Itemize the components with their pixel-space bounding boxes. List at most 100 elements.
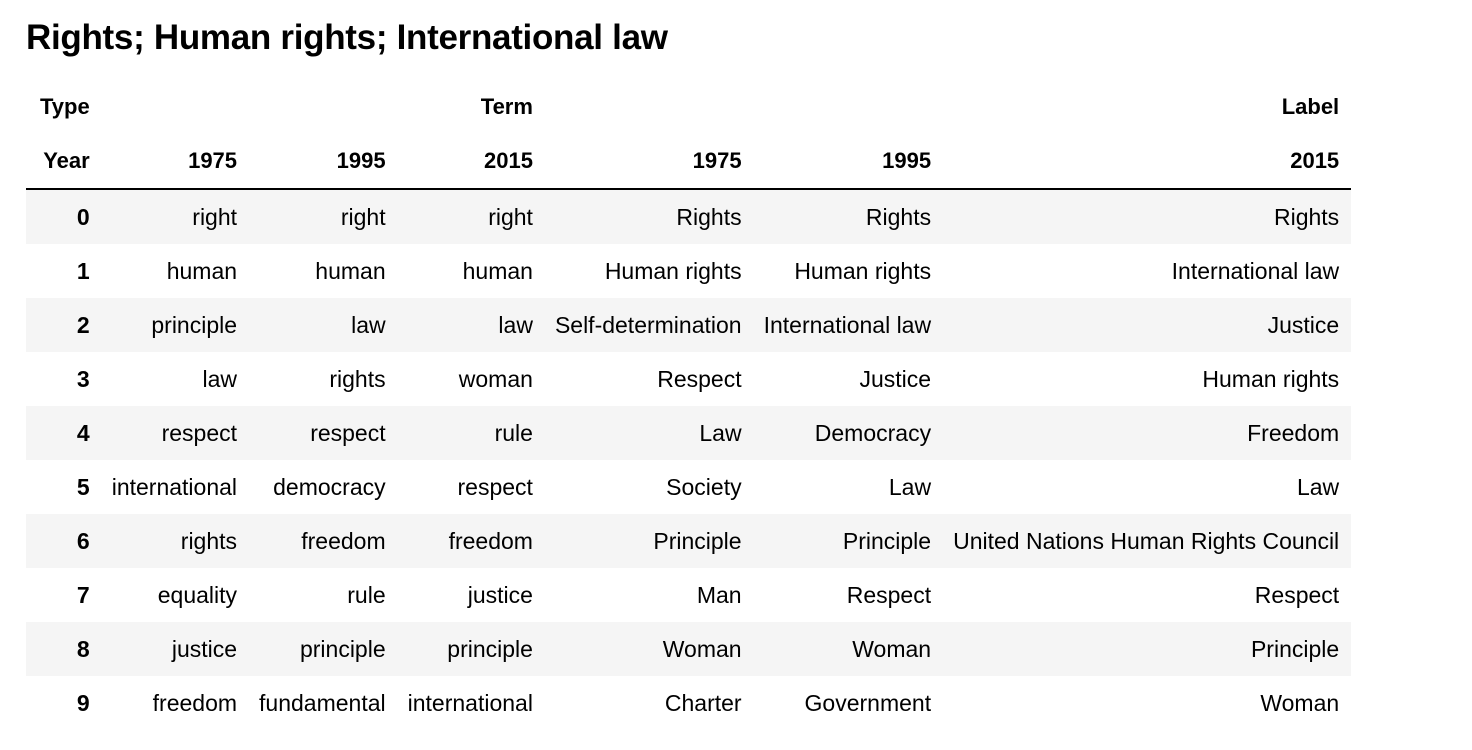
- row-index: 0: [26, 189, 90, 244]
- term-cell: principle: [89, 298, 238, 352]
- label-cell: Principle: [741, 514, 932, 568]
- table-row: 6 rights freedom freedom Principle Principle U…: [26, 514, 1352, 568]
- year-header-cell: 2015: [931, 134, 1352, 190]
- label-cell: Human rights: [931, 352, 1352, 406]
- term-cell: law: [237, 298, 386, 352]
- table-header: Type Term Label Year 1975 1995 2015 1975…: [26, 80, 1352, 190]
- label-cell: Rights: [532, 189, 742, 244]
- term-cell: international: [89, 460, 238, 514]
- table-title: Rights; Human rights; International law: [26, 18, 668, 57]
- label-cell: Rights: [931, 189, 1352, 244]
- term-cell: principle: [237, 622, 386, 676]
- dataframe-output: Rights; Human rights; International law …: [26, 0, 1352, 730]
- label-cell: Respect: [931, 568, 1352, 622]
- label-cell: Man: [532, 568, 742, 622]
- term-cell: freedom: [89, 676, 238, 730]
- term-cell: fundamental: [237, 676, 386, 730]
- year-header-row: Year 1975 1995 2015 1975 1995 2015: [26, 134, 1352, 190]
- term-cell: rights: [237, 352, 386, 406]
- label-cell: Charter: [532, 676, 742, 730]
- empty-header-cell: [90, 80, 237, 134]
- row-index: 6: [26, 514, 90, 568]
- term-cell: rule: [237, 568, 386, 622]
- label-cell: Democracy: [741, 406, 932, 460]
- label-cell: Society: [532, 460, 742, 514]
- label-cell: Justice: [741, 352, 932, 406]
- empty-header-cell: [742, 80, 932, 134]
- term-cell: democracy: [237, 460, 386, 514]
- term-cell: right: [237, 189, 386, 244]
- term-cell: woman: [385, 352, 533, 406]
- label-cell: Human rights: [741, 244, 932, 298]
- term-cell: equality: [89, 568, 238, 622]
- table-row: 8 justice principle principle Woman Woman Prin…: [26, 622, 1352, 676]
- label-cell: Respect: [741, 568, 932, 622]
- row-index: 8: [26, 622, 90, 676]
- label-cell: Woman: [931, 676, 1352, 730]
- label-cell: Rights: [741, 189, 932, 244]
- empty-header-cell: [237, 80, 386, 134]
- label-cell: International law: [741, 298, 932, 352]
- table-row: 1 human human human Human rights Human rights…: [26, 244, 1352, 298]
- empty-header-cell: [533, 80, 742, 134]
- type-label: Type: [40, 94, 90, 119]
- label-cell: Government: [741, 676, 932, 730]
- row-index: 1: [26, 244, 90, 298]
- row-index: 2: [26, 298, 90, 352]
- term-cell: respect: [89, 406, 238, 460]
- row-index: 4: [26, 406, 90, 460]
- table-row: 0 right right right Rights Rights Rights: [26, 189, 1352, 244]
- year-header-cell: 1995: [741, 134, 932, 190]
- year-header-cell: 2015: [385, 134, 533, 190]
- year-header-cell: 1975: [89, 134, 238, 190]
- term-cell: law: [385, 298, 533, 352]
- label-cell: Law: [741, 460, 932, 514]
- term-cell: justice: [385, 568, 533, 622]
- row-index: 7: [26, 568, 90, 622]
- table-row: 7 equality rule justice Man Respect Respect: [26, 568, 1352, 622]
- table-row: 3 law rights woman Respect Justice Human right…: [26, 352, 1352, 406]
- term-cell: freedom: [385, 514, 533, 568]
- year-label: Year: [26, 134, 90, 190]
- table-row: 5 international democracy respect Society Law…: [26, 460, 1352, 514]
- label-cell: Freedom: [931, 406, 1352, 460]
- term-cell: rights: [89, 514, 238, 568]
- term-cell: human: [89, 244, 238, 298]
- dataframe-table: Type Term Label Year 1975 1995 2015 1975…: [26, 80, 1352, 730]
- row-index: 3: [26, 352, 90, 406]
- term-cell: justice: [89, 622, 238, 676]
- term-cell: law: [89, 352, 238, 406]
- label-cell: Self-determination: [532, 298, 742, 352]
- term-cell: freedom: [237, 514, 386, 568]
- label-cell: Woman: [741, 622, 932, 676]
- term-cell: respect: [237, 406, 386, 460]
- term-cell: human: [237, 244, 386, 298]
- term-cell: right: [89, 189, 238, 244]
- label-cell: Woman: [532, 622, 742, 676]
- term-cell: principle: [385, 622, 533, 676]
- label-cell: Principle: [532, 514, 742, 568]
- label-cell: Justice: [931, 298, 1352, 352]
- year-header-cell: 1995: [237, 134, 386, 190]
- term-cell: right: [385, 189, 533, 244]
- table-row: 9 freedom fundamental international Charter G…: [26, 676, 1352, 730]
- label-cell: Principle: [931, 622, 1352, 676]
- group-header-label: Label: [1281, 94, 1340, 119]
- term-cell: rule: [385, 406, 533, 460]
- label-cell: Human rights: [532, 244, 742, 298]
- term-cell: respect: [385, 460, 533, 514]
- type-header-row: Type Term Label: [26, 80, 1351, 134]
- row-index: 5: [26, 460, 90, 514]
- label-cell: International law: [931, 244, 1352, 298]
- term-cell: human: [385, 244, 533, 298]
- row-index: 9: [26, 676, 90, 730]
- table-row: 4 respect respect rule Law Democracy Freedom: [26, 406, 1352, 460]
- label-cell: Law: [532, 406, 742, 460]
- year-header-cell: 1975: [532, 134, 742, 190]
- table-body: 0 right right right Rights Rights Rights 1 human…: [26, 189, 1352, 730]
- label-cell: United Nations Human Rights Council: [931, 514, 1352, 568]
- label-cell: Law: [931, 460, 1352, 514]
- term-cell: international: [385, 676, 533, 730]
- table-row: 2 principle law law Self-determination Intern…: [26, 298, 1352, 352]
- group-header-term: Term: [480, 94, 533, 119]
